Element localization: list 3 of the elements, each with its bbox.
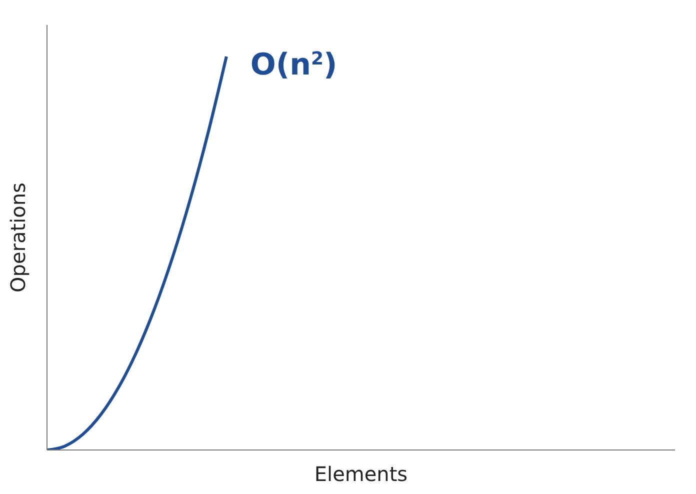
series-label: O(n$^{2}$) [250,47,338,82]
y-axis-title: Operations [6,182,30,292]
x-axis-title: Elements [314,462,408,486]
